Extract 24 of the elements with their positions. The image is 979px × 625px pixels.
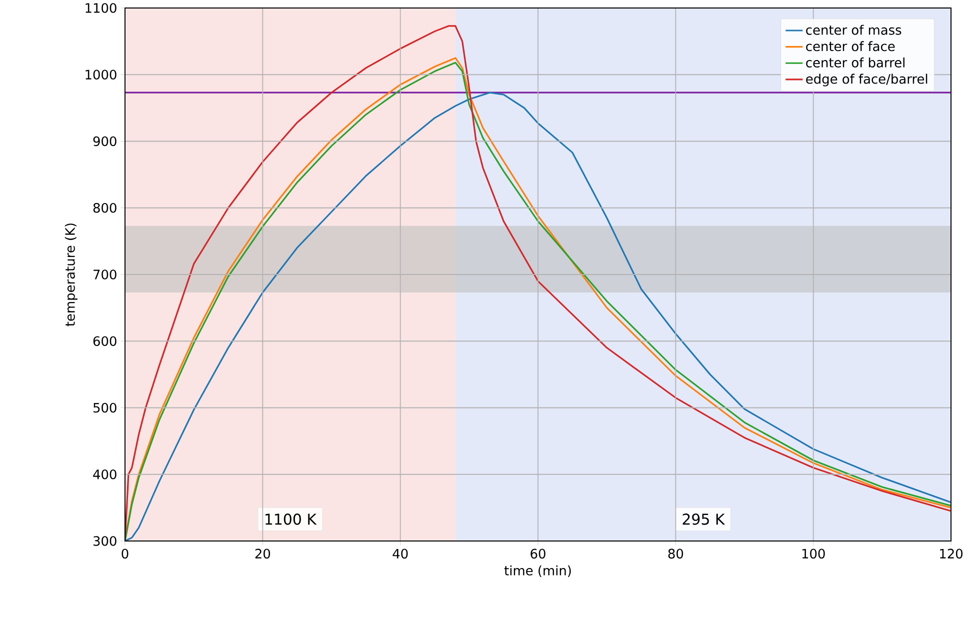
y-tick-label: 600 xyxy=(93,336,116,346)
legend-label: center of barrel xyxy=(806,57,904,68)
x-tick-label: 40 xyxy=(392,548,408,559)
x-tick-label: 0 xyxy=(122,548,128,559)
legend-label: center of face xyxy=(806,41,895,52)
x-tick-label: 120 xyxy=(940,548,962,559)
y-tick-label: 1000 xyxy=(86,70,116,80)
y-axis-title: temperature (K) xyxy=(64,224,78,326)
y-tick-label: 400 xyxy=(93,469,116,480)
y-tick-label: 800 xyxy=(93,202,116,213)
y-tick-label: 700 xyxy=(94,270,116,280)
y-tick-label: 500 xyxy=(94,402,116,413)
x-axis-title: time (min) xyxy=(504,565,571,577)
x-tick-label: 60 xyxy=(530,548,546,559)
y-tick-label: 300 xyxy=(93,536,116,546)
x-tick-label: 80 xyxy=(668,548,684,559)
x-tick-label: 100 xyxy=(802,548,825,559)
y-tick-label: 900 xyxy=(93,136,116,146)
y-tick-label: 1100 xyxy=(86,3,116,13)
x-tick-label: 20 xyxy=(255,548,270,559)
legend-label: center of mass xyxy=(806,24,902,35)
legend-label: edge of face/barrel xyxy=(806,74,928,86)
band-label: 1100 K xyxy=(266,514,317,525)
band-label: 295 K xyxy=(682,514,726,525)
